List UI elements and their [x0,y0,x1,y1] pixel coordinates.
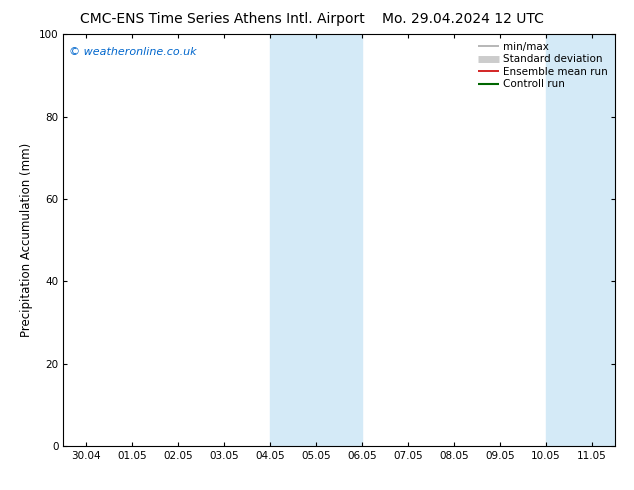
Bar [546,34,615,446]
Legend: min/max, Standard deviation, Ensemble mean run, Controll run: min/max, Standard deviation, Ensemble me… [476,40,610,92]
Text: © weatheronline.co.uk: © weatheronline.co.uk [69,47,197,57]
Text: CMC-ENS Time Series Athens Intl. Airport: CMC-ENS Time Series Athens Intl. Airport [79,12,365,26]
Y-axis label: Precipitation Accumulation (mm): Precipitation Accumulation (mm) [20,143,34,337]
Bar [270,34,362,446]
Text: Mo. 29.04.2024 12 UTC: Mo. 29.04.2024 12 UTC [382,12,544,26]
